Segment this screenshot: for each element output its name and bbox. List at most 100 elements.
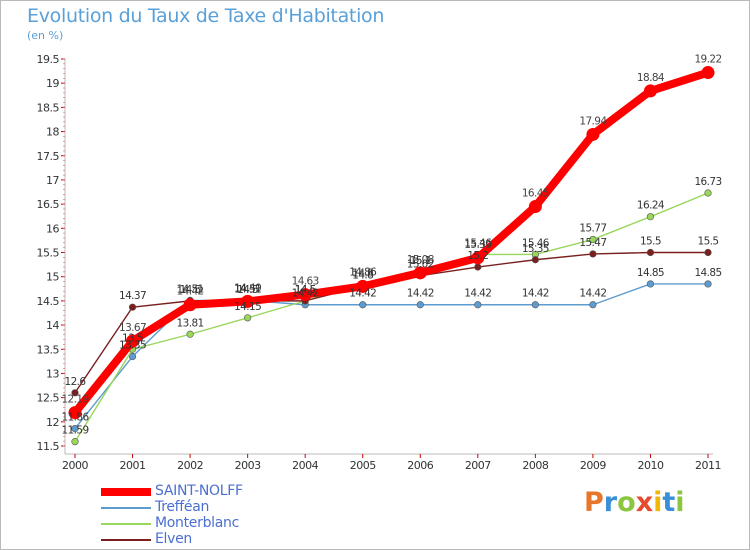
y-tick-label: 19.5 [37,53,60,66]
data-label: 13.35 [119,340,146,352]
x-axis-ticks: 2000 2001 2002 2003 2004 2005 2006 2007 2008 2009… [62,454,722,472]
data-label: 15.5 [640,236,661,248]
data-label: 16.24 [637,200,665,212]
data-label: 19.22 [694,54,721,66]
logo-letter: P [584,487,604,518]
data-label: 14.42 [177,286,204,298]
data-label: 14.8 [352,269,373,281]
x-tick-label: 2006 [407,459,433,472]
legend-swatch [101,507,151,509]
legend-label: SAINT-NOLFF [155,483,243,499]
data-label: 18.84 [637,72,665,84]
x-tick-label: 2011 [695,459,721,472]
data-label: 11.86 [61,412,89,424]
logo-letter: i [653,487,663,518]
data-label: 14.86 [349,266,377,278]
y-tick-label: 14.5 [37,295,60,308]
y-tick-label: 15.5 [37,247,60,260]
data-point [528,200,542,214]
data-point [416,301,424,309]
data-label: 15.39 [464,239,491,251]
data-point [71,389,79,397]
data-point [186,330,194,338]
series-line-trefféan [74,283,709,430]
y-tick-label: 15 [46,271,59,284]
data-label: 15.2 [467,250,488,262]
data-label: 14.5 [295,284,316,296]
data-point [356,279,370,293]
data-label: 14.8 [352,267,373,279]
legend-item: Trefféan [101,499,321,516]
data-label: 14.85 [637,267,664,279]
y-tick-label: 16.5 [37,198,60,211]
data-point [701,66,715,80]
data-label: 14.42 [464,288,491,300]
data-label: 15.47 [579,237,606,249]
data-label: 14.37 [119,290,146,302]
x-tick-label: 2000 [62,459,88,472]
data-label: 13.5 [122,332,143,344]
data-point [128,352,137,361]
x-tick-label: 2010 [637,459,663,472]
data-label: 14.5 [180,284,201,296]
data-label: 15.46 [464,237,492,249]
series-line-saint-nolff [71,68,712,417]
data-label: 14.85 [694,267,721,279]
data-point [704,189,712,197]
data-label: 14.5 [237,284,258,296]
data-label: 15.77 [579,222,606,234]
logo-letter: o [617,487,636,518]
data-label: 14.5 [295,284,316,296]
y-tick-label: 18 [46,126,59,139]
data-label: 14.49 [234,282,261,294]
data-label: 11.59 [61,425,88,437]
data-label: 14.42 [522,288,549,300]
data-point [646,213,655,221]
data-label: 14.42 [579,288,606,300]
data-label: 16.73 [694,176,721,188]
series-line-elven [74,251,709,394]
y-tick-label: 12.5 [37,392,60,405]
data-point [128,303,137,311]
x-tick-label: 2003 [235,459,261,472]
x-tick-label: 2001 [120,459,146,472]
y-tick-label: 19 [46,77,59,90]
data-label: 16.45 [522,188,549,200]
y-tick-label: 18.5 [37,101,60,114]
legend-item: Elven [101,531,321,548]
data-label: 14.63 [292,276,319,288]
data-point [413,266,427,280]
x-tick-label: 2008 [522,459,548,472]
data-label: 14.42 [292,288,319,300]
y-tick-label: 16 [46,222,59,235]
data-point [71,424,79,433]
logo-letter: i [675,487,685,518]
logo-letter: t [662,487,676,518]
data-point [126,334,140,348]
data-label: 13.81 [177,317,204,329]
data-label: 12.19 [61,394,88,406]
data-point [241,294,255,308]
data-label: 15.35 [522,243,549,255]
data-point [471,251,485,265]
y-axis-ticks: 11.5 12 12.5 13 13.5 14 14.5 15 15.5 16 16.5 17 17.5… [37,53,65,453]
data-point [704,248,712,257]
data-label: 15.5 [698,236,719,248]
data-point [298,288,312,302]
legend-swatch [101,539,151,541]
logo-letter: r [603,487,618,518]
data-point [474,263,482,271]
data-point [68,406,82,420]
x-tick-label: 2007 [465,459,491,472]
data-label: 13.67 [119,322,146,334]
y-tick-label: 12 [46,416,59,429]
data-point [589,235,597,244]
data-label: 14.51 [234,283,261,295]
data-label: 12.6 [65,376,87,388]
legend-label: Elven [155,531,193,547]
data-point [71,438,79,446]
data-point [589,250,597,258]
